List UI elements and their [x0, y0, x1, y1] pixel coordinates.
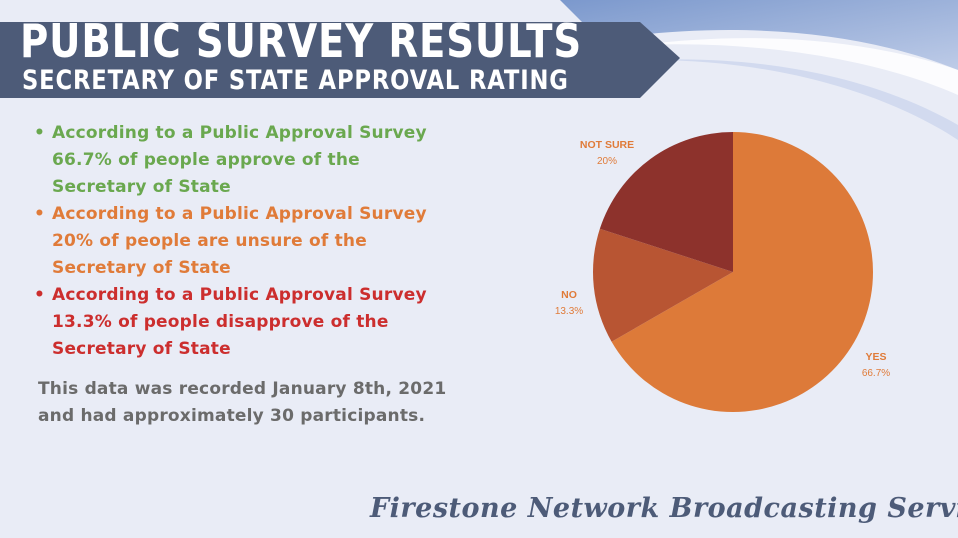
finding-approve-line2: 66.7% of people approve of the: [52, 150, 360, 170]
pie-label-no: NO: [561, 289, 577, 301]
bullet-dot-icon: •: [34, 285, 46, 305]
pie-value-no: 13.3%: [555, 306, 583, 317]
pie-value-not-sure: 20%: [597, 156, 617, 167]
pie-slice-yes: [611, 132, 873, 412]
finding-disapprove-line1: According to a Public Approval Survey: [52, 285, 427, 305]
survey-note-line1: This data was recorded January 8th, 2021: [38, 379, 447, 399]
findings-list: • According to a Public Approval Survey …: [34, 120, 504, 363]
footer-brand: Firestone Network Broadcasting Service: [370, 493, 958, 524]
pie-value-yes: 66.7%: [862, 368, 890, 379]
finding-approve-line3: Secretary of State: [52, 177, 231, 197]
page-title: PUBLIC SURVEY RESULTS: [20, 14, 583, 68]
survey-note: This data was recorded January 8th, 2021…: [38, 376, 518, 430]
title-banner: [0, 22, 680, 98]
finding-disapprove-line2: 13.3% of people disapprove of the: [52, 312, 389, 332]
finding-unsure-line1: According to a Public Approval Survey: [52, 204, 427, 224]
pie-label-not-sure: NOT SURE: [580, 139, 634, 151]
finding-unsure-line3: Secretary of State: [52, 258, 231, 278]
pie-slice-no: [593, 228, 733, 342]
survey-note-line2: and had approximately 30 participants.: [38, 406, 426, 426]
finding-approve-line1: According to a Public Approval Survey: [52, 123, 427, 143]
pie-slice-not-sure: [599, 132, 733, 272]
pie-label-yes: YES: [865, 351, 886, 363]
finding-disapprove: • According to a Public Approval Survey …: [34, 282, 504, 363]
finding-unsure-line2: 20% of people are unsure of the: [52, 231, 367, 251]
bullet-dot-icon: •: [34, 204, 46, 224]
finding-approve: • According to a Public Approval Survey …: [34, 120, 504, 201]
approval-pie-chart: YES 66.7% NO 13.3% NOT SURE 20%: [555, 132, 890, 412]
finding-disapprove-line3: Secretary of State: [52, 339, 231, 359]
bullet-dot-icon: •: [34, 123, 46, 143]
page-subtitle: SECRETARY OF STATE APPROVAL RATING: [22, 65, 569, 96]
finding-unsure: • According to a Public Approval Survey …: [34, 201, 504, 282]
